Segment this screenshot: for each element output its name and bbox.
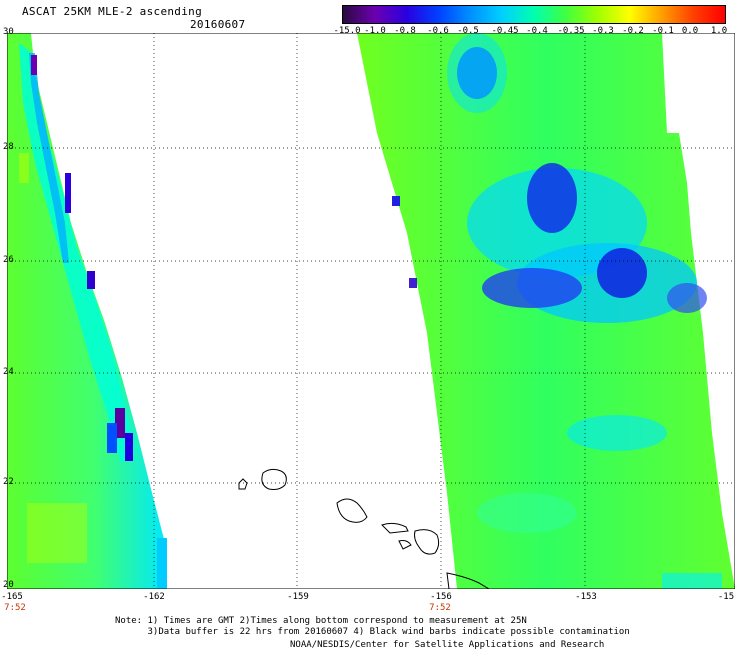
lat-label: 26 xyxy=(3,255,14,265)
lon-label: -165 xyxy=(1,592,23,602)
hawaii-islands xyxy=(238,468,490,589)
color-scale-fill xyxy=(343,6,725,23)
footnote-line-1: Note: 1) Times are GMT 2)Times along bot… xyxy=(115,616,527,626)
scale-label: -0.4 xyxy=(526,26,548,36)
map-title: ASCAT 25KM MLE-2 ascending xyxy=(22,5,202,18)
lat-label: 20 xyxy=(3,580,14,590)
pass-time-label: 7:52 xyxy=(429,603,451,613)
scale-label: 0.0 xyxy=(681,26,699,36)
lon-label: -159 xyxy=(287,592,309,602)
scale-label: -0.3 xyxy=(592,26,614,36)
scale-label: -0.35 xyxy=(557,26,585,36)
lon-label: -156 xyxy=(430,592,452,602)
lat-label: 28 xyxy=(3,142,14,152)
scale-label: 1.0 xyxy=(710,26,728,36)
wind-map xyxy=(7,33,735,589)
scale-label: -15.0 xyxy=(333,26,361,36)
color-scale-gradient xyxy=(343,6,725,23)
lon-label: -15 xyxy=(717,592,735,602)
left-swath xyxy=(7,33,167,589)
scale-label: -1.0 xyxy=(364,26,386,36)
lat-label: 24 xyxy=(3,367,14,377)
scale-label: -0.6 xyxy=(427,26,449,36)
scale-label: -0.2 xyxy=(622,26,644,36)
color-scale-labels: -15.0 -1.0 -0.8 -0.6 -0.5 -0.45 -0.4 -0.… xyxy=(0,26,740,38)
lat-lon-grid xyxy=(7,33,735,589)
lat-label: 22 xyxy=(3,477,14,487)
lon-label: -153 xyxy=(575,592,597,602)
lat-label: 30 xyxy=(3,27,14,37)
footnote-line-2: 3)Data buffer is 22 hrs from 20160607 4)… xyxy=(115,627,630,637)
scale-label: -0.1 xyxy=(652,26,674,36)
right-swath xyxy=(357,33,735,589)
pass-time-label: 7:52 xyxy=(4,603,26,613)
footnote: Note: 1) Times are GMT 2)Times along bot… xyxy=(115,616,630,638)
color-scale-bar xyxy=(342,5,726,24)
scale-label: -0.5 xyxy=(457,26,479,36)
credit-line: NOAA/NESDIS/Center for Satellite Applica… xyxy=(290,640,605,650)
map-date: 20160607 xyxy=(190,18,246,31)
scale-label: -0.45 xyxy=(491,26,519,36)
lon-label: -162 xyxy=(143,592,165,602)
scale-label: -0.8 xyxy=(394,26,416,36)
